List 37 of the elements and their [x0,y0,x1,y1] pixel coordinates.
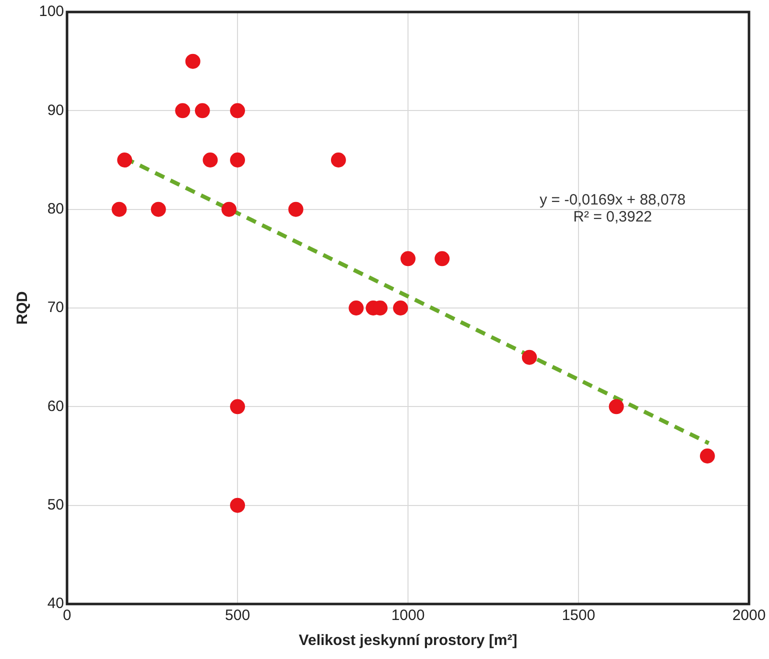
point [175,103,190,118]
point [700,448,715,464]
point [150,202,166,217]
point [230,399,246,414]
point [393,300,408,316]
point [348,300,364,316]
x-tick-label: 1500 [562,607,596,624]
point [608,399,624,414]
point [522,350,537,365]
annotation: y = -0,0169x + 88,078 [540,191,686,208]
point [117,152,132,168]
point [434,251,450,266]
y-tick-label: 40 [47,595,64,612]
point [185,54,200,69]
x-tick-label: 500 [225,607,250,624]
y-axis-title: RQD [14,291,32,325]
x-tick-label: 1000 [391,607,425,624]
point [230,152,246,168]
point [330,152,346,168]
point [230,498,246,513]
point [288,202,304,217]
x-tick-label: 2000 [732,607,766,624]
annotation: R² = 0,3922 [573,208,652,226]
point [202,152,218,168]
y-tick-label: 100 [38,3,64,20]
x-axis-title: Velikost jeskynní prostory [m²] [298,632,518,650]
y-tick-label: 70 [47,299,64,316]
y-tick-label: 90 [47,102,64,119]
point [230,103,246,118]
point [194,103,210,118]
point [400,251,416,266]
y-tick-label: 80 [47,200,64,218]
point [221,202,236,217]
y-tick-label: 60 [47,398,64,415]
point [112,202,127,217]
y-tick-label: 50 [47,496,64,514]
x-tick-label: 0 [62,607,72,624]
